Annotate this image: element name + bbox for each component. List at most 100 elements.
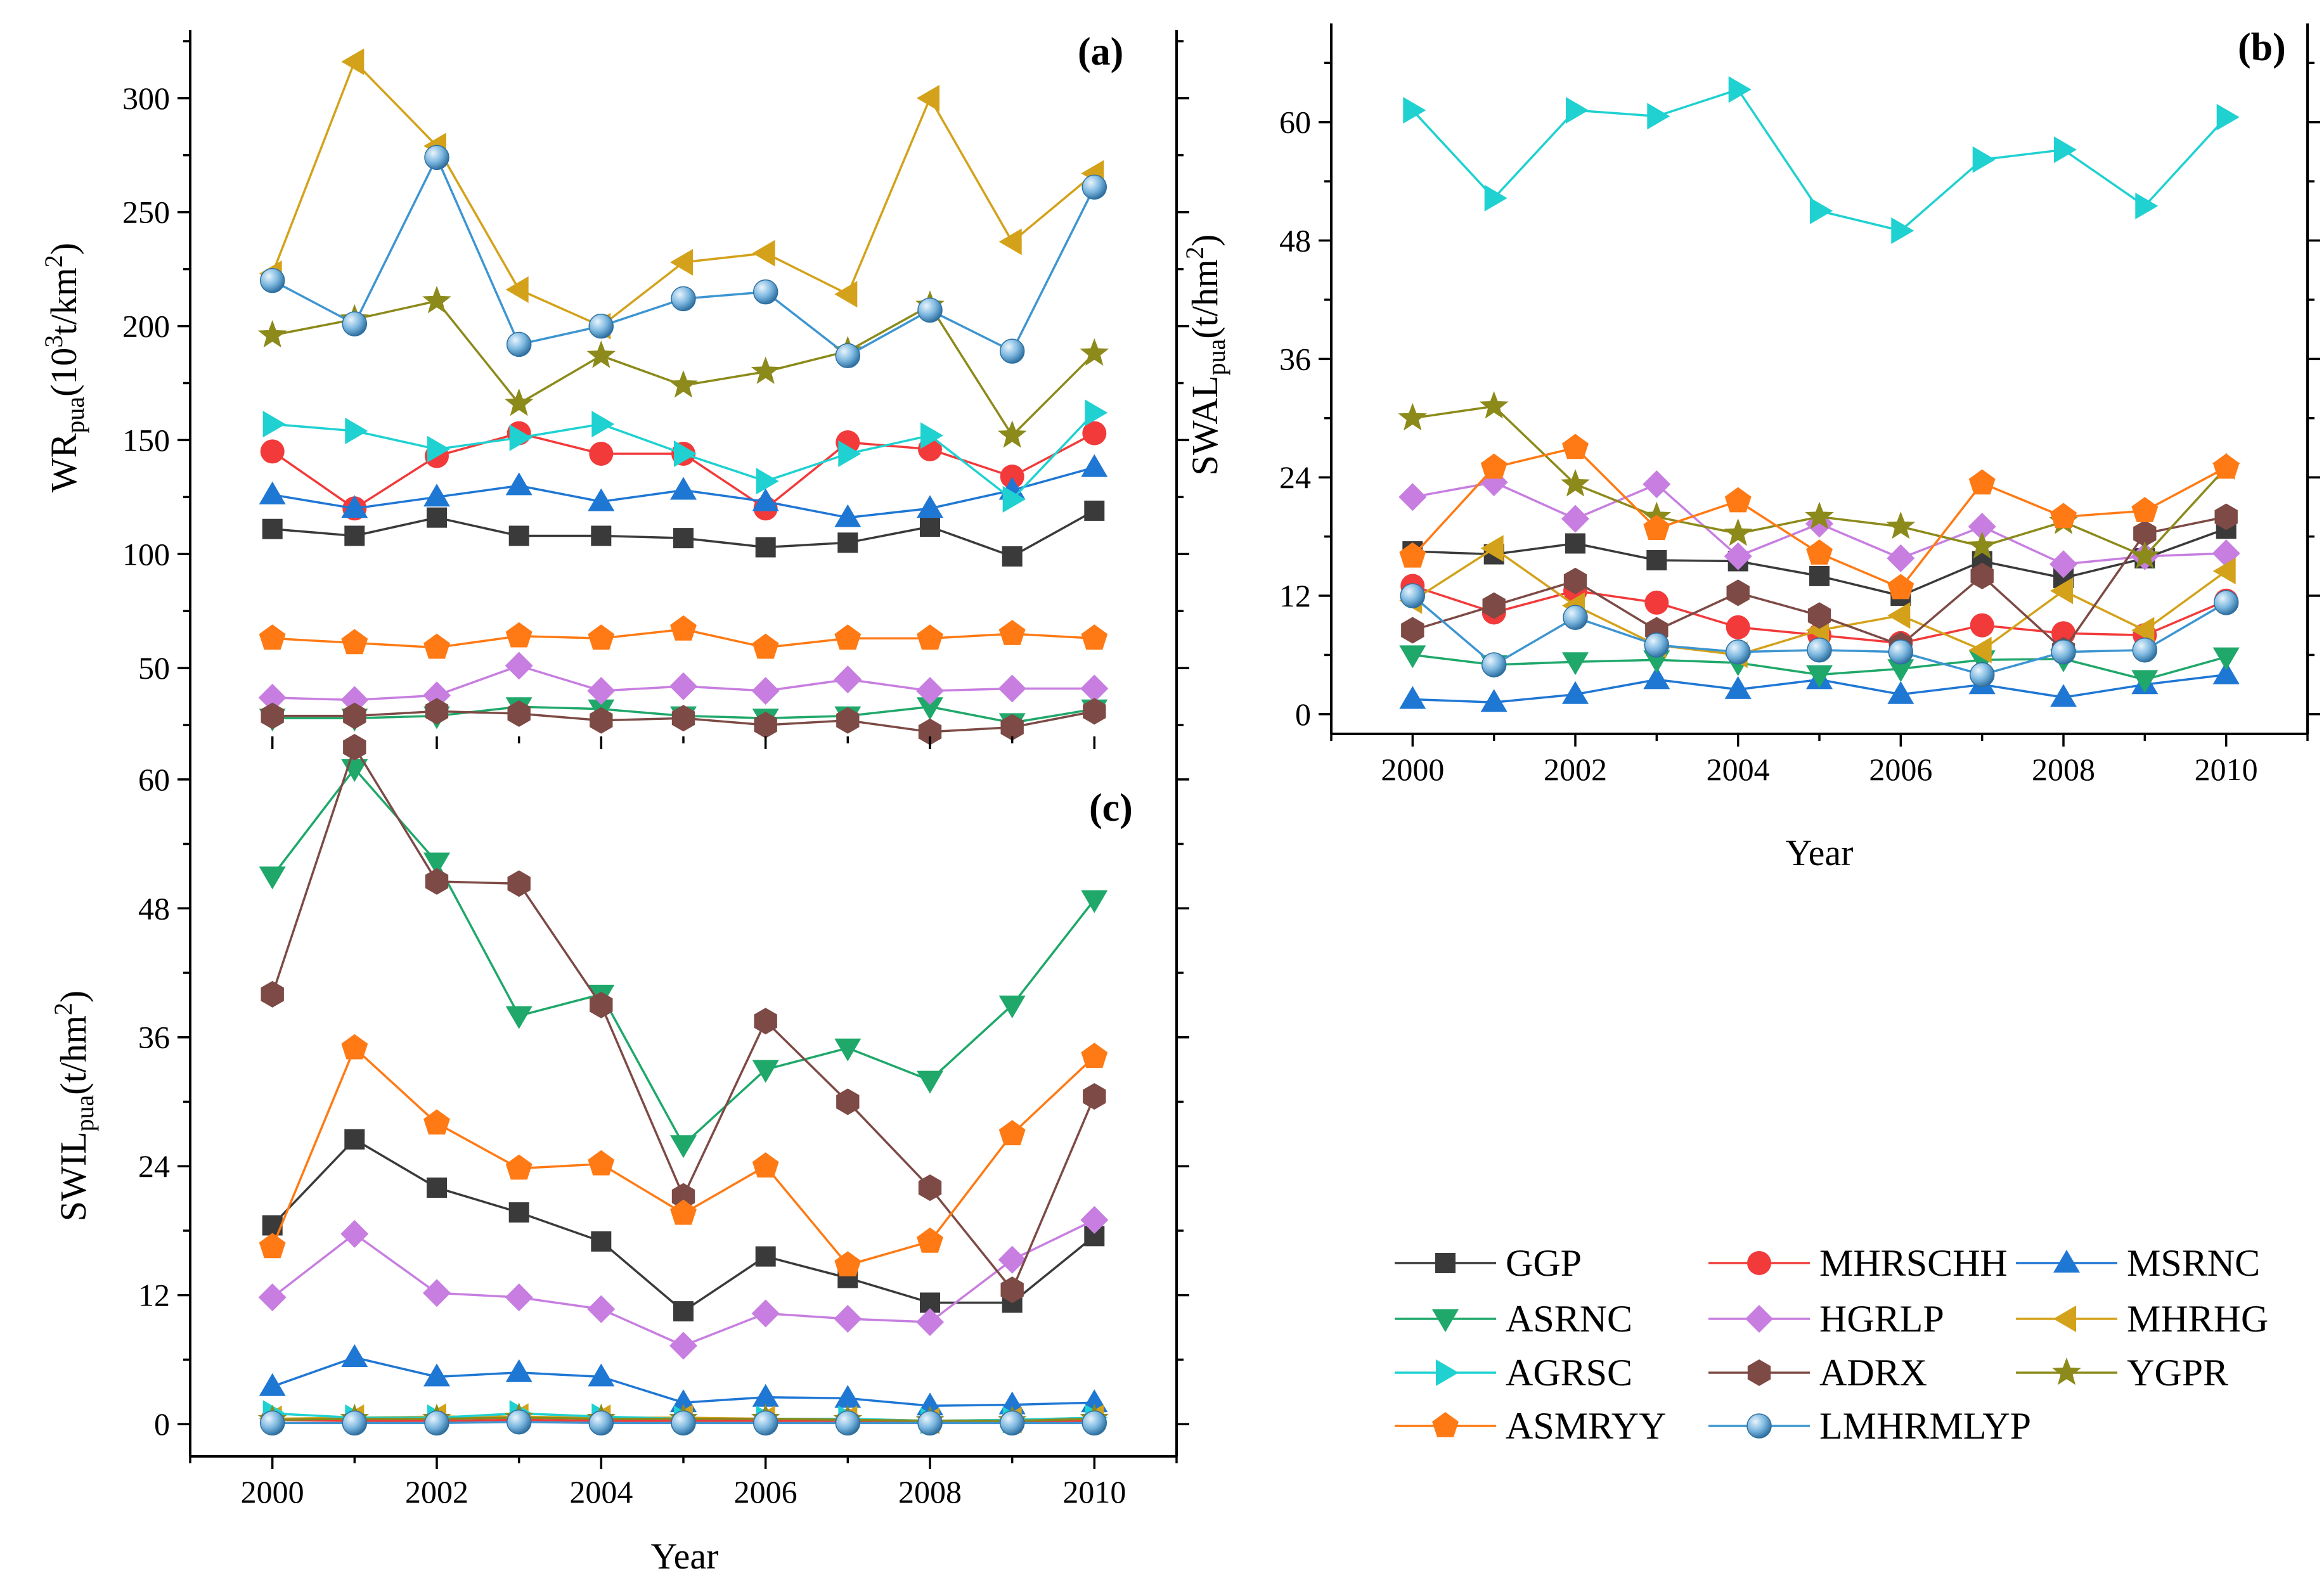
data-point-ygpr-a — [751, 356, 780, 384]
data-point-lmhrmlyp-c — [917, 1410, 943, 1436]
data-point-adrx-a — [836, 707, 860, 734]
data-point-msrnc-b — [1399, 686, 1426, 709]
data-point-hgrlp-a — [998, 674, 1026, 703]
data-point-asrnc-c — [834, 1038, 862, 1062]
data-point-asmryy-c — [505, 1154, 533, 1180]
data-point-ggp-c — [591, 1231, 612, 1252]
data-point-msrnc-a — [1081, 454, 1108, 477]
data-point-agrsc-b — [2135, 193, 2159, 219]
data-point-msrnc-c — [259, 1373, 286, 1396]
x-axis-label-c: Year — [651, 1536, 719, 1577]
data-point-adrx-a — [918, 718, 942, 745]
data-point-adrx-a — [425, 698, 449, 725]
data-point-asmryy-b — [1480, 453, 1507, 479]
data-point-hgrlp-a — [505, 651, 533, 680]
series-line-ggp-c — [271, 1138, 1095, 1312]
y-tick-label-c: 48 — [138, 890, 170, 926]
data-point-adrx-a — [671, 705, 695, 732]
data-point-msrnc-a — [505, 472, 533, 496]
data-point-ygpr-a — [1080, 338, 1109, 366]
data-point-asrnc-b — [1887, 659, 1914, 683]
data-point-msrnc-a — [341, 495, 368, 518]
y-axis-label-b: SWALpua(t/hm2) — [1180, 234, 1230, 476]
data-point-lmhrmlyp-c — [1081, 1410, 1107, 1436]
y-tick-label-b: 0 — [1295, 696, 1311, 732]
data-point-lmhrmlyp-b — [1644, 632, 1670, 658]
data-point-adrx-b — [1482, 592, 1506, 619]
data-point-agrsc-b — [1566, 97, 1589, 124]
data-point-ggp-a — [673, 528, 694, 549]
data-point-lmhrmlyp-b — [1888, 639, 1914, 665]
panel-a: 50 100 150 200 250 300 (a) WRpua(103t/km2) — [39, 30, 1189, 749]
data-point-adrx-c — [425, 868, 449, 895]
data-point-ggp-c — [427, 1178, 447, 1198]
x-tick-label-b: 2002 — [1544, 752, 1607, 787]
data-point-asmryy-a — [752, 633, 779, 659]
y-tick-label-c: 0 — [154, 1406, 170, 1442]
data-point-lmhrmlyp-a — [259, 267, 285, 293]
data-point-asmryy-a — [917, 624, 943, 650]
data-point-msrnc-a — [670, 477, 697, 500]
data-point-asmryy-c — [670, 1199, 697, 1225]
legend-label-asrnc: ASRNC — [1506, 1298, 1632, 1340]
legend-label-adrx: ADRX — [1819, 1352, 1927, 1394]
y-tick-label-b: 48 — [1279, 223, 1311, 259]
series-line-ygpr-a — [272, 300, 1095, 437]
data-point-lmhrmlyp-a — [999, 338, 1025, 364]
data-point-ggp-a — [427, 507, 447, 528]
data-point-asmryy-c — [834, 1251, 862, 1276]
data-point-msrnc-a — [259, 481, 286, 504]
data-point-asmryy-c — [259, 1233, 286, 1259]
data-point-msrnc-c — [588, 1363, 615, 1387]
data-point-asrnc-c — [917, 1070, 943, 1094]
data-point-mhrhg-b — [1480, 535, 1504, 562]
legend-marker-lmhrmlyp — [1746, 1413, 1772, 1439]
data-point-asrnc-c — [752, 1060, 779, 1083]
data-point-lmhrmlyp-c — [424, 1410, 449, 1436]
data-point-asrnc-c — [259, 866, 286, 890]
data-point-hgrlp-c — [340, 1220, 369, 1248]
x-tick-label-b: 2000 — [1381, 752, 1444, 787]
data-point-ygpr-a — [586, 340, 616, 368]
data-point-hgrlp-a — [834, 665, 862, 694]
data-point-agrsc-b — [1972, 146, 1996, 173]
data-point-ygpr-a — [997, 420, 1027, 448]
x-tick-label-c: 2008 — [898, 1474, 962, 1510]
data-point-agrsc-b — [2216, 103, 2240, 131]
data-point-adrx-b — [1726, 579, 1750, 606]
panel-label-b: (b) — [2238, 26, 2286, 69]
data-point-asmryy-c — [423, 1109, 450, 1135]
legend-label-ygpr: YGPR — [2127, 1352, 2228, 1394]
x-axis-label-b: Year — [1786, 832, 1854, 873]
data-point-msrnc-b — [1887, 681, 1914, 704]
data-point-agrsc-a — [591, 411, 615, 438]
data-point-agrsc-b — [1403, 97, 1426, 124]
data-point-agrsc-a — [262, 411, 286, 438]
data-point-hgrlp-c — [258, 1283, 287, 1312]
legend-label-mhrschh: MHRSCHH — [1819, 1242, 2008, 1284]
data-point-ggp-a — [1002, 546, 1023, 567]
data-point-asmryy-b — [2050, 503, 2077, 529]
data-point-mhrschh-a — [589, 442, 614, 466]
y-tick-label-c: 60 — [138, 762, 170, 797]
data-point-hgrlp-c — [916, 1308, 944, 1337]
data-point-ygpr-b — [1398, 402, 1428, 431]
data-point-mhrschh-a — [1000, 465, 1024, 489]
data-point-mhrschh-a — [1082, 421, 1107, 446]
data-point-adrx-c — [671, 1183, 695, 1210]
data-point-lmhrmlyp-b — [1400, 583, 1426, 608]
data-point-agrsc-b — [1728, 76, 1752, 103]
data-point-hgrlp-c — [669, 1332, 697, 1360]
data-point-hgrlp-b — [2050, 550, 2077, 579]
y-tick-label-c: 24 — [138, 1148, 170, 1184]
data-point-agrsc-a — [509, 424, 533, 451]
data-point-mhrschh-b — [1726, 615, 1750, 639]
legend-marker-adrx — [1747, 1359, 1771, 1386]
x-tick-label-c: 2006 — [734, 1474, 797, 1510]
data-point-ygpr-a — [257, 320, 287, 348]
y-tick-label-a: 50 — [138, 650, 170, 686]
data-point-asmryy-a — [423, 633, 450, 659]
data-point-hgrlp-a — [587, 677, 616, 705]
data-point-lmhrmlyp-a — [506, 331, 532, 357]
series-line-asrnc-c — [271, 767, 1095, 1146]
